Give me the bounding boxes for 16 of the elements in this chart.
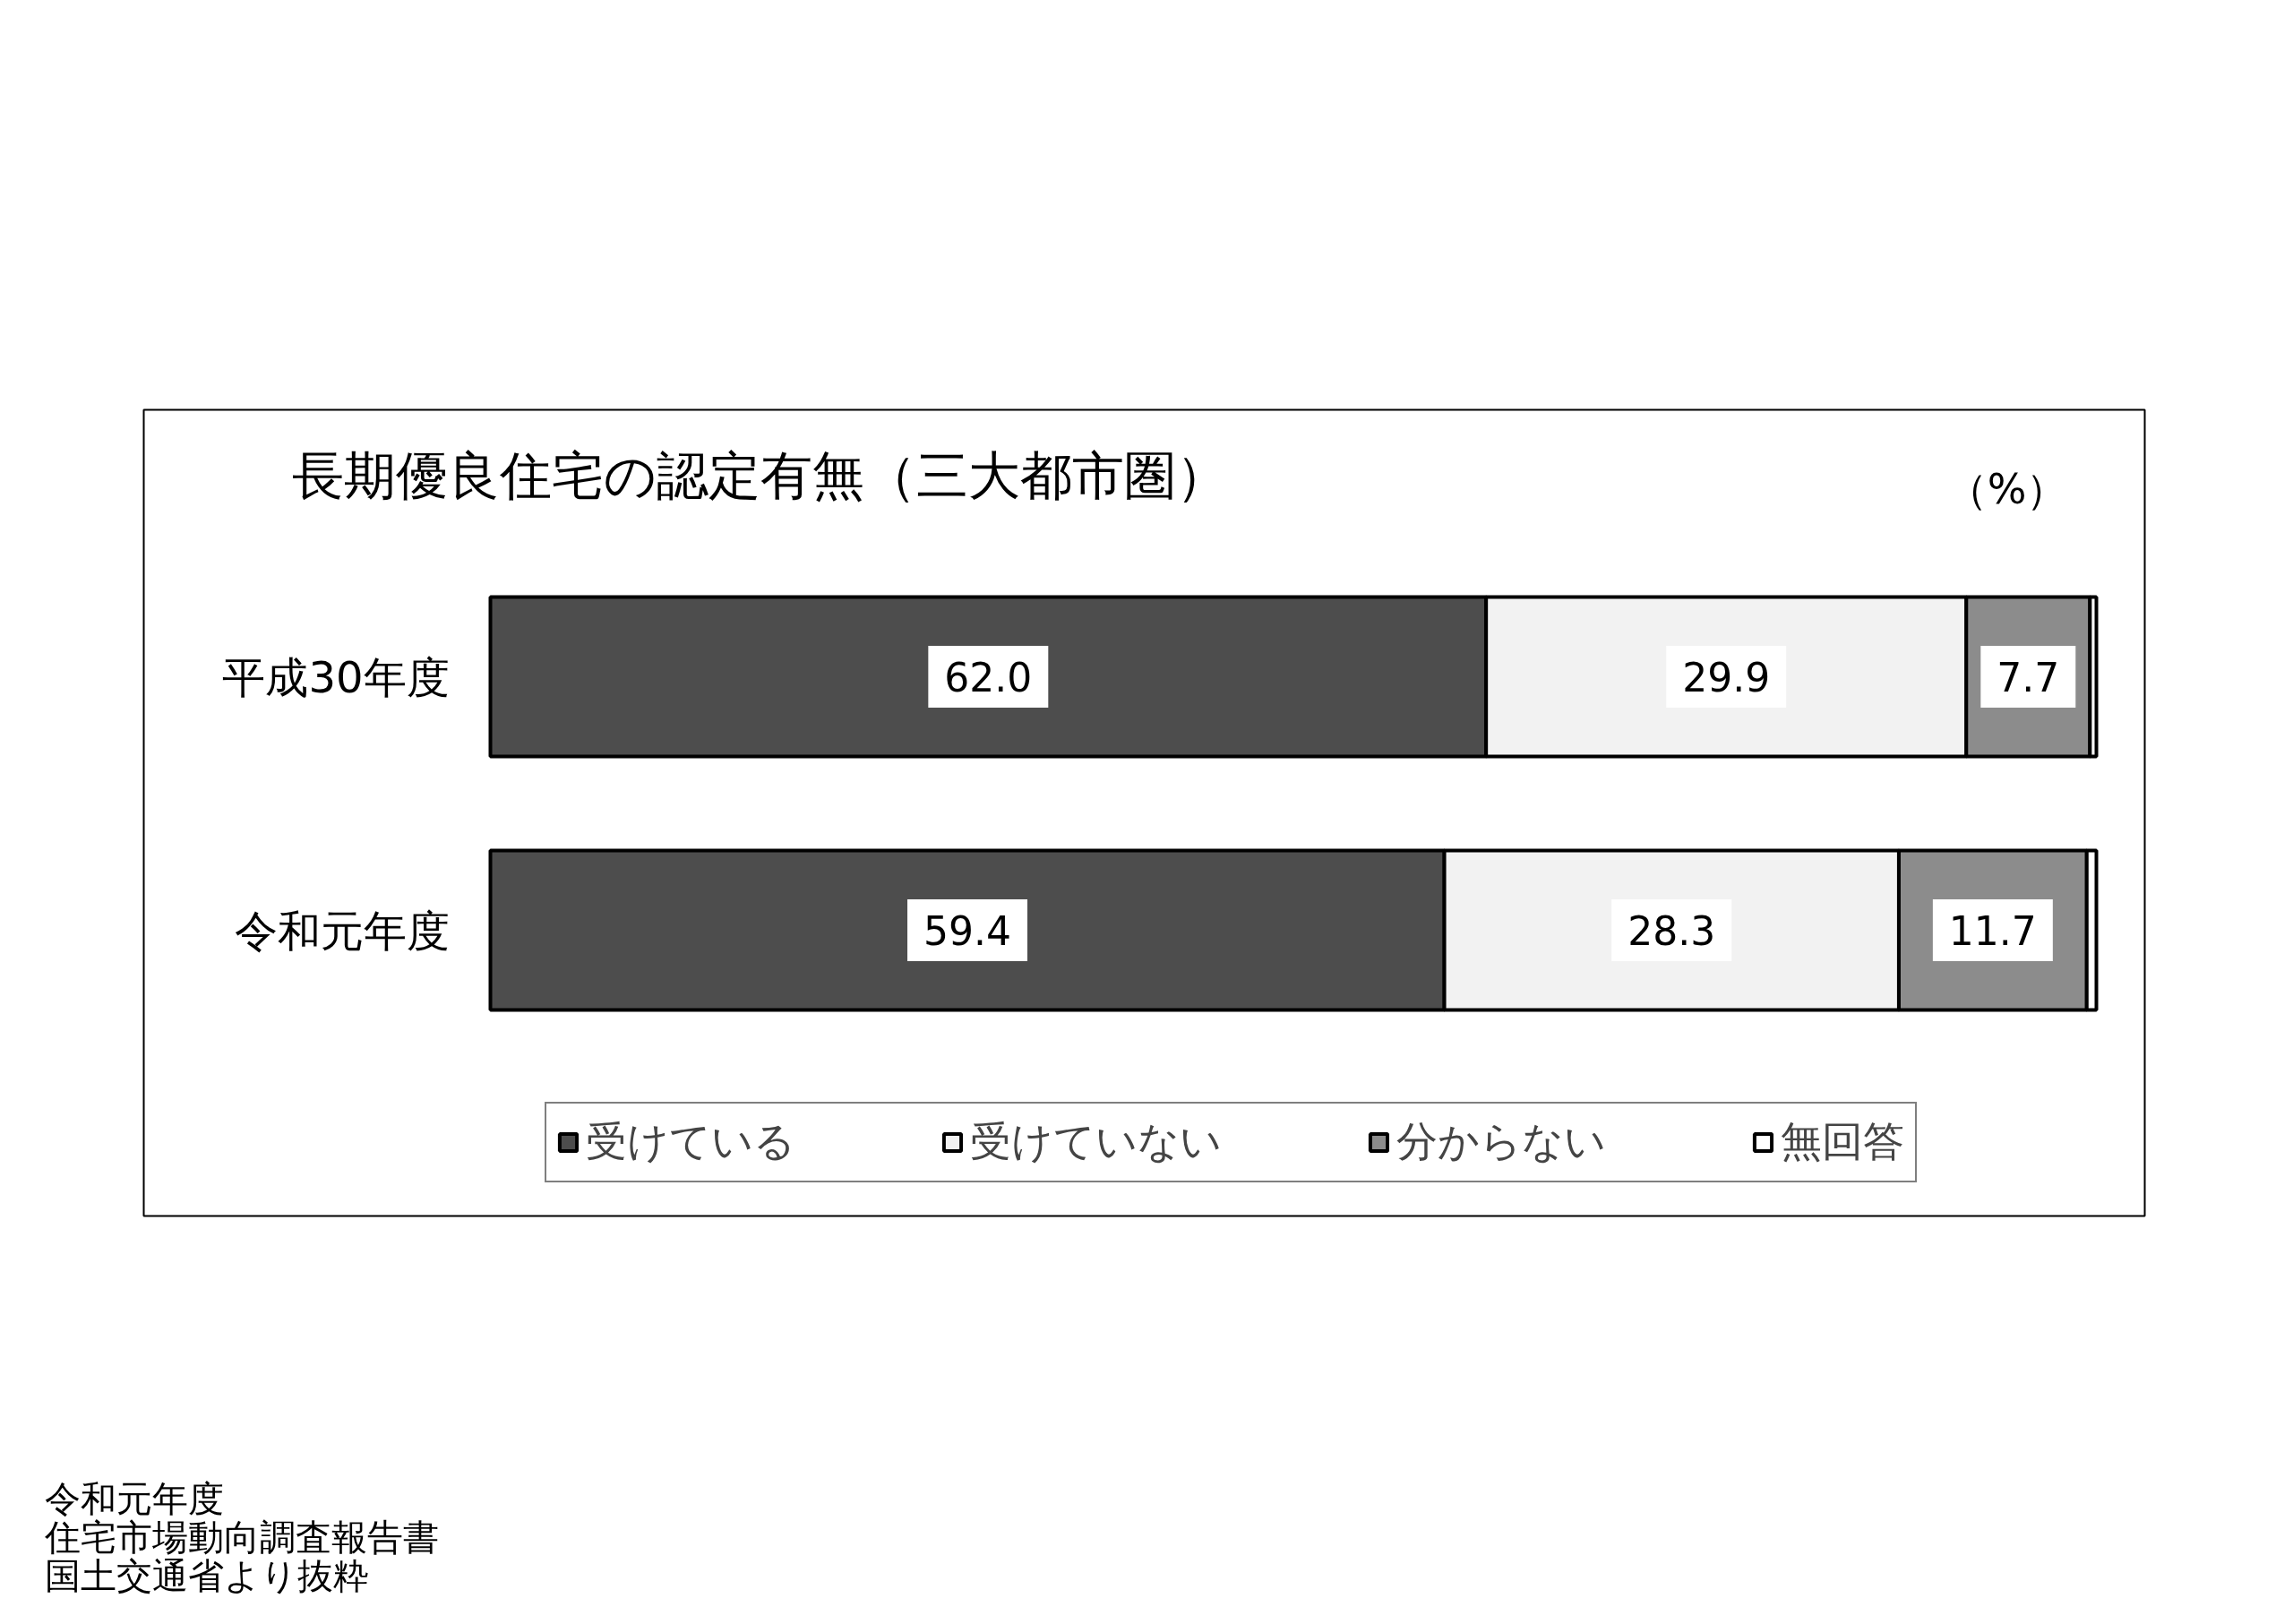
text: 令和元年度 — [45, 1478, 225, 1519]
text: （%） — [1945, 464, 2068, 513]
legend-label: 受けている — [586, 1116, 795, 1167]
chart-title: 長期優良住宅の認定有無（三大都市圏） — [291, 444, 1228, 506]
data-label: 11.7 — [1948, 908, 2037, 954]
text: 国土交通省より抜粋 — [45, 1555, 370, 1596]
data-label: 59.4 — [923, 908, 1012, 954]
data-label: 28.3 — [1627, 908, 1716, 954]
text: 住宅市場動向調査報告書 — [45, 1517, 439, 1558]
data-label: 7.7 — [1997, 655, 2060, 700]
legend-label: 受けていない — [970, 1116, 1222, 1167]
y-tick-label: 平成30年度 — [222, 651, 450, 702]
legend-label: 分からない — [1396, 1116, 1606, 1167]
legend-label: 無回答 — [1781, 1116, 1904, 1167]
data-label: 29.9 — [1682, 655, 1771, 700]
data-label: 62.0 — [944, 655, 1033, 700]
